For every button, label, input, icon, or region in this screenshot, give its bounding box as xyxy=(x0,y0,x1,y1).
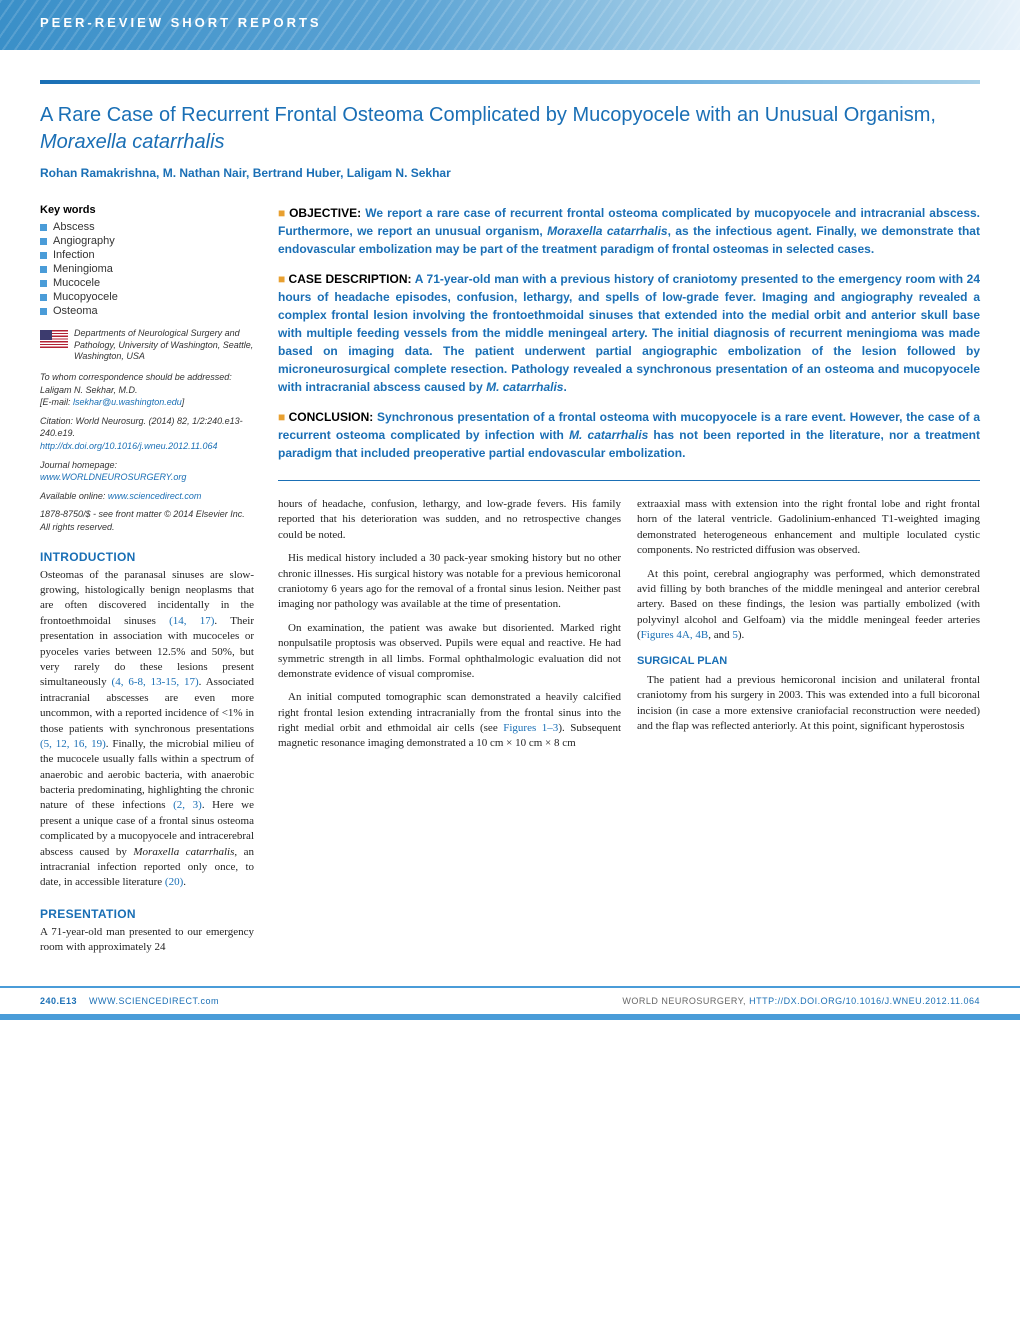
body-col-2: extraaxial mass with extension into the … xyxy=(637,497,980,760)
correspondence: To whom correspondence should be address… xyxy=(40,371,254,409)
divider-line xyxy=(40,80,980,84)
doi-link[interactable]: http://dx.doi.org/10.1016/j.wneu.2012.11… xyxy=(40,441,217,451)
page-footer: 240.E13 WWW.SCIENCEDIRECT.com WORLD NEUR… xyxy=(0,986,1020,1020)
bullet-icon: ■ xyxy=(278,206,286,220)
body-col-1: hours of headache, confusion, lethargy, … xyxy=(278,497,621,760)
ref-link[interactable]: (5, 12, 16, 19) xyxy=(40,738,106,750)
copyright: 1878-8750/$ - see front matter © 2014 El… xyxy=(40,508,254,533)
available-online: Available online: www.sciencedirect.com xyxy=(40,490,254,503)
abstract-conclusion: ■CONCLUSION: Synchronous presentation of… xyxy=(278,408,980,462)
keywords-list: Abscess Angiography Infection Meningioma… xyxy=(40,220,254,318)
footer-sciencedirect-link[interactable]: WWW.SCIENCEDIRECT.com xyxy=(89,996,219,1006)
keyword-item: Meningioma xyxy=(40,262,254,276)
bullet-icon: ■ xyxy=(278,410,286,424)
abstract-case: ■CASE DESCRIPTION: A 71-year-old man wit… xyxy=(278,270,980,396)
bullet-icon: ■ xyxy=(278,272,286,286)
journal-homepage: Journal homepage: www.WORLDNEUROSURGERY.… xyxy=(40,459,254,484)
meta-info: To whom correspondence should be address… xyxy=(40,371,254,534)
homepage-link[interactable]: www.WORLDNEUROSURGERY.org xyxy=(40,472,186,482)
affiliation-text: Departments of Neurological Surgery and … xyxy=(74,328,254,363)
usa-flag-icon xyxy=(40,330,68,348)
email-link[interactable]: lsekhar@u.washington.edu xyxy=(73,397,182,407)
figure-link[interactable]: Figures 1–3 xyxy=(503,722,558,734)
ref-link[interactable]: (14, 17) xyxy=(169,615,214,627)
abstract-objective: ■OBJECTIVE: We report a rare case of rec… xyxy=(278,204,980,258)
surgical-plan-heading: SURGICAL PLAN xyxy=(637,654,980,669)
figure-link[interactable]: Figures 4A, 4B xyxy=(641,629,709,641)
keyword-item: Osteoma xyxy=(40,304,254,318)
keyword-item: Mucocele xyxy=(40,276,254,290)
citation: Citation: World Neurosurg. (2014) 82, 1/… xyxy=(40,415,254,453)
authors: Rohan Ramakrishna, M. Nathan Nair, Bertr… xyxy=(40,166,980,180)
body-columns: hours of headache, confusion, lethargy, … xyxy=(278,497,980,760)
footer-right: WORLD NEUROSURGERY, HTTP://DX.DOI.ORG/10… xyxy=(622,996,980,1006)
ref-link[interactable]: (4, 6-8, 13-15, 17) xyxy=(112,676,199,688)
ref-link[interactable]: (20) xyxy=(165,876,183,888)
introduction-text: Osteomas of the paranasal sinuses are sl… xyxy=(40,568,254,891)
footer-doi-link[interactable]: HTTP://DX.DOI.ORG/10.1016/J.WNEU.2012.11… xyxy=(749,996,980,1006)
affiliation-block: Departments of Neurological Surgery and … xyxy=(40,328,254,363)
introduction-heading: INTRODUCTION xyxy=(40,550,254,564)
abstract-divider xyxy=(278,480,980,481)
footer-left: 240.E13 WWW.SCIENCEDIRECT.com xyxy=(40,996,219,1006)
header-banner: PEER-REVIEW SHORT REPORTS xyxy=(0,0,1020,50)
abstract: ■OBJECTIVE: We report a rare case of rec… xyxy=(278,204,980,462)
article-title: A Rare Case of Recurrent Frontal Osteoma… xyxy=(40,102,980,156)
keyword-item: Mucopyocele xyxy=(40,290,254,304)
main-grid: Key words Abscess Angiography Infection … xyxy=(40,204,980,956)
banner-text: PEER-REVIEW SHORT REPORTS xyxy=(40,15,322,30)
presentation-text: A 71-year-old man presented to our emerg… xyxy=(40,925,254,956)
keyword-item: Infection xyxy=(40,248,254,262)
keyword-item: Angiography xyxy=(40,234,254,248)
keyword-item: Abscess xyxy=(40,220,254,234)
left-column: Key words Abscess Angiography Infection … xyxy=(40,204,254,956)
presentation-heading: PRESENTATION xyxy=(40,907,254,921)
page-number: 240.E13 xyxy=(40,996,77,1006)
right-column: ■OBJECTIVE: We report a rare case of rec… xyxy=(278,204,980,956)
ref-link[interactable]: (2, 3) xyxy=(173,799,202,811)
content-area: A Rare Case of Recurrent Frontal Osteoma… xyxy=(0,102,1020,956)
sciencedirect-link[interactable]: www.sciencedirect.com xyxy=(108,491,202,501)
keywords-label: Key words xyxy=(40,204,254,216)
